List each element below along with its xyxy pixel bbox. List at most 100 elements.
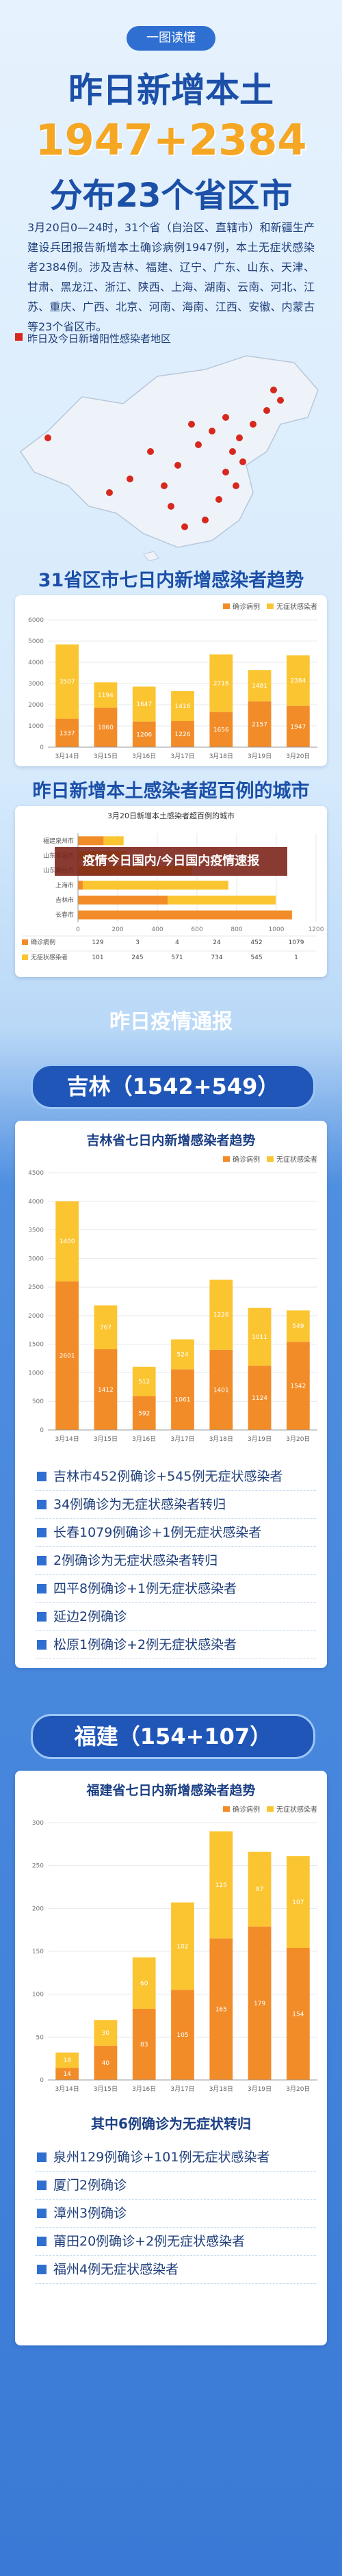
subheadline: 分布23个省区市 [49, 177, 293, 215]
bar-value-label: 1194 [98, 692, 114, 699]
bar-value-label: 1416 [175, 703, 191, 710]
bar-segment [248, 701, 272, 747]
legend-label: 无症状感染者 [276, 602, 317, 611]
x-tick-label: 3月18日 [209, 1435, 233, 1443]
y-tick-label: 4500 [28, 1170, 44, 1177]
bar-value-label: 1337 [60, 730, 75, 737]
chart: 无症状感染者 确诊病例 0 50 100 150 200 250 300 3月14日 14 18 3月1… [32, 1805, 317, 2093]
y-tick-label: 2000 [28, 702, 44, 709]
bar-value-label: 30 [102, 2030, 110, 2037]
y-tick-label: 500 [32, 1398, 44, 1405]
bar-value-label: 1206 [136, 731, 152, 738]
province-card: 吉林省七日内新增感染者趋势 无症状感染者 确诊病例 0 500 1000 1500 2000… [15, 1121, 327, 1668]
section-title: 昨日疫情通报 [109, 1010, 233, 1034]
bar-value-label: 2384 [290, 678, 306, 685]
bar-value-label: 1947 [290, 724, 306, 731]
bar-segment [55, 644, 79, 719]
list-item: 泉州129例确诊+101例无症状感染者 [36, 2144, 316, 2172]
chart: 无症状感染者 确诊病例 0 500 1000 1500 2000 2500 3000 3500 40… [28, 1155, 317, 1443]
table-value: 101 [92, 954, 103, 961]
x-tick-label: 3月17日 [170, 753, 194, 760]
x-tick-label: 3月18日 [209, 2085, 233, 2093]
headline-numbers: 1947+2384 [35, 115, 307, 165]
legend-label: 确诊病例 [233, 602, 260, 611]
bar-value-label: 1011 [252, 1334, 267, 1341]
bar-segment [286, 1310, 310, 1342]
x-tick-label: 400 [151, 926, 163, 933]
bar-value-label: 154 [292, 2011, 304, 2018]
bar-segment [55, 1201, 79, 1282]
note: 其中6例确诊为无症状转归 [91, 2116, 251, 2132]
bar-segment [132, 1366, 156, 1396]
x-tick-label: 3月19日 [248, 1435, 272, 1443]
bar-segment [55, 1281, 79, 1430]
y-tick-label: 150 [32, 1949, 44, 1955]
bar-segment [248, 1851, 272, 1927]
x-tick-label: 3月18日 [209, 753, 233, 760]
legend-label: 无症状感染者 [276, 1805, 317, 1814]
x-tick-label: 800 [231, 926, 242, 933]
list-item: 厦门2例确诊 [36, 2172, 316, 2200]
chart: 无症状感染者 确诊病例 0 1000 2000 3000 4000 5000 6000 3月14日… [28, 602, 317, 760]
bar-segment [209, 1938, 233, 2080]
bar-segment [286, 1856, 310, 1948]
bar-segment [286, 1947, 310, 2080]
legend-swatch [223, 1156, 230, 1162]
bar-segment [171, 691, 194, 721]
x-tick-label: 3月15日 [94, 1435, 118, 1443]
bar-segment [132, 2008, 156, 2080]
table-value: 545 [250, 954, 262, 961]
bar-value-label: 179 [254, 2001, 265, 2007]
bar-segment [94, 1349, 118, 1430]
table-value: 4 [175, 939, 179, 946]
bar-segment [94, 707, 118, 747]
bar-segment [209, 712, 233, 747]
bar-segment [78, 881, 83, 890]
y-tick-label: 2500 [28, 1284, 44, 1291]
x-tick-label: 3月20日 [286, 1435, 310, 1443]
map-island [143, 551, 159, 561]
bar-value-label: 767 [100, 1325, 111, 1331]
bar-value-label: 1542 [290, 1383, 306, 1390]
legend-label: 无症状感染者 [31, 953, 68, 961]
list-item: 福州4例无症状感染者 [36, 2256, 316, 2284]
bar-segment [209, 654, 233, 712]
bar-value-label: 512 [138, 1379, 150, 1385]
item-list: 泉州129例确诊+101例无症状感染者 厦门2例确诊 漳州3例确诊 莆田20例确诊+2… [36, 2144, 316, 2284]
legend-label: 无症状感染者 [276, 1155, 317, 1164]
legend-swatch [267, 603, 274, 609]
x-tick-label: 3月16日 [132, 1435, 156, 1443]
x-tick-label: 3月19日 [248, 753, 272, 760]
table-value: 129 [92, 939, 103, 946]
chart: 3月20日新增本土感染者超百例的城市 0 200 400 600 800 1000 1200 福… [22, 811, 324, 961]
table-value: 452 [250, 939, 262, 946]
x-tick-label: 1200 [308, 926, 324, 933]
y-tick-label: 3500 [28, 1227, 44, 1234]
list-item: 2例确诊为无症状感染者转归 [36, 1547, 316, 1575]
table-value: 571 [171, 954, 183, 961]
x-tick-label: 200 [111, 926, 123, 933]
province-heading: 福建（154+107） [31, 1714, 315, 1759]
bar-value-label: 165 [215, 2007, 227, 2014]
x-tick-label: 3月15日 [94, 753, 118, 760]
bar-segment [171, 1369, 194, 1430]
list-item: 松原1例确诊+2例无症状感染者 [36, 1631, 316, 1659]
x-tick-label: 0 [76, 926, 80, 933]
section-title: 昨日新增本土感染者超百例的城市 [32, 781, 310, 802]
bar-segment [55, 718, 79, 747]
chart-card: 无症状感染者 确诊病例 0 1000 2000 3000 4000 5000 6000 3月14日… [15, 595, 327, 766]
table-value: 734 [211, 954, 222, 961]
bar-value-label: 592 [138, 1410, 150, 1417]
bar-value-label: 125 [215, 1882, 227, 1889]
bar-value-label: 1401 [213, 1387, 229, 1394]
bar-segment [171, 1902, 194, 1990]
y-tick-label: 100 [32, 1992, 44, 1999]
chart-title: 3月20日新增本土感染者超百例的城市 [107, 811, 235, 820]
x-tick-label: 3月14日 [55, 2085, 79, 2093]
list-item: 延边2例确诊 [36, 1603, 316, 1631]
table-value: 1079 [289, 939, 304, 946]
y-tick-label: 4000 [28, 660, 44, 666]
legend-swatch [22, 939, 28, 945]
table-value: 1 [294, 954, 298, 961]
bar-segment [286, 1342, 310, 1430]
